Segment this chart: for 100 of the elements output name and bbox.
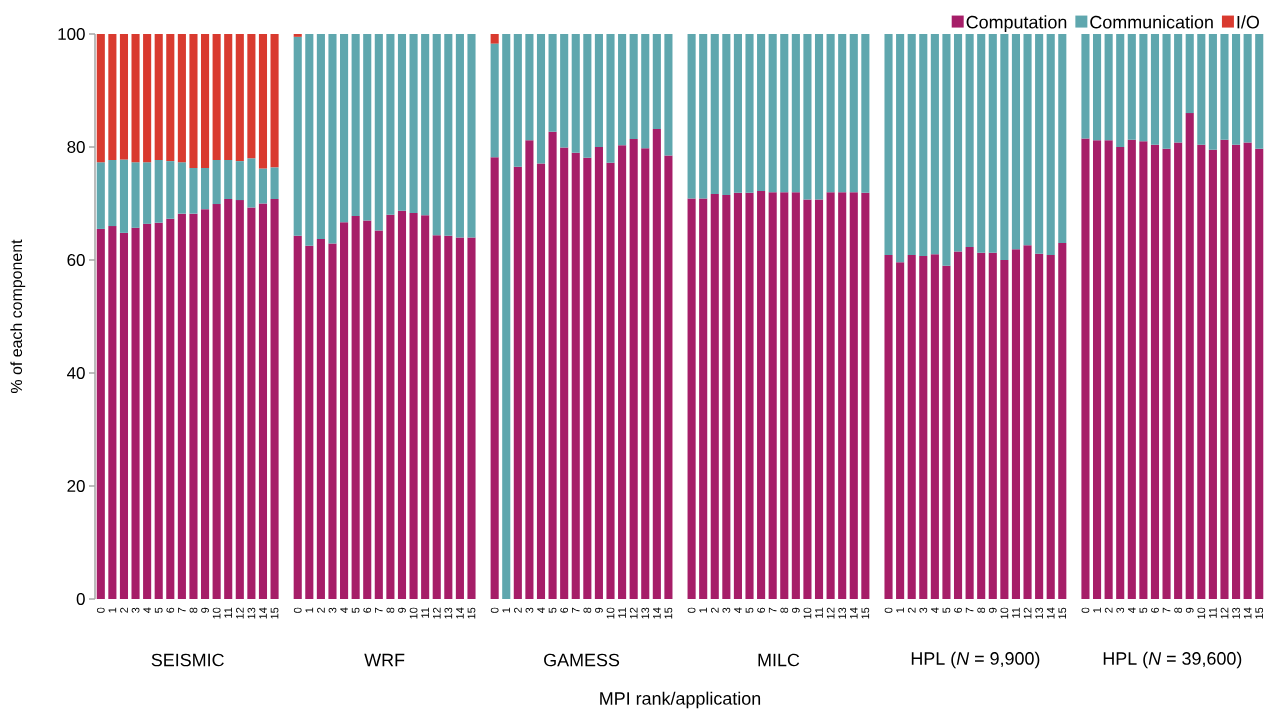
bar [988,252,997,599]
y-axis-title: % of each component [10,239,26,394]
x-tick-label: 0 [1081,607,1090,613]
bar [780,192,789,599]
bar [733,192,742,599]
bar [768,192,777,599]
x-tick-label: 7 [178,607,186,613]
bar [965,34,974,247]
x-tick-label: 0 [687,607,696,613]
bar [1243,142,1252,599]
x-tick-label: 10 [1197,607,1206,619]
x-tick-label: 1 [502,607,511,613]
x-tick-label: 6 [363,607,372,613]
bar [224,34,233,160]
bar [386,214,395,599]
bar [201,167,210,210]
x-tick-label: 14 [456,607,464,619]
x-tick-label: 14 [653,607,661,619]
bar [189,34,198,168]
bar [814,34,824,200]
x-tick-label: 9 [791,607,800,613]
bar [1208,149,1217,599]
bar [201,209,210,599]
bar [699,198,708,599]
bar [293,36,302,236]
x-tick-label: 2 [907,607,916,613]
x-tick-label: 2 [120,607,128,613]
bar [270,198,279,599]
x-tick-label: 9 [1185,607,1194,613]
bar [96,34,105,163]
bar [1035,253,1044,599]
bar [803,34,812,200]
bar [351,215,360,599]
bar [838,192,847,599]
bar [108,159,117,227]
y-tick-label: 20 [67,480,85,492]
bar [1197,144,1206,599]
text: HPL (N = 9,900) [911,651,1040,669]
y-tick-label: 40 [67,367,85,379]
x-tick-label: 13 [1232,607,1240,619]
x-tick-label: 0 [884,607,893,613]
bar [930,34,939,255]
bar [351,34,360,216]
bar [861,34,870,193]
x-tick-label: 3 [328,607,337,613]
x-tick-label: 5 [548,607,557,613]
x-tick-label: 5 [942,607,951,613]
bar [1220,34,1229,140]
bar [1116,147,1125,599]
x-tick-label: 0 [293,607,302,613]
bar [1243,34,1252,143]
bar [108,226,117,599]
bar [1139,34,1148,142]
x-tick-label: 13 [641,607,650,619]
x-tick-label: 11 [1209,607,1217,618]
bar [1162,34,1171,149]
bar [1255,34,1264,149]
bar [803,199,812,599]
x-tick-label: 12 [235,607,244,619]
bar [1081,138,1090,599]
bar [513,34,522,167]
bar [1104,34,1113,141]
bar [154,222,163,599]
bar [930,254,939,599]
bar [606,162,615,599]
text: MILC [758,653,800,667]
bar [733,34,742,193]
bar [316,239,325,599]
bar [791,192,800,599]
bar [1000,260,1009,599]
bar [826,192,835,599]
bar [594,34,603,147]
bar [629,139,638,599]
bar [340,222,349,599]
bar [629,34,638,140]
bar [235,34,244,162]
bar [953,34,963,252]
bar [699,34,708,199]
bar [1139,141,1148,599]
bar [525,140,534,599]
bar [618,145,627,599]
legend-label: Communication [1090,15,1213,29]
x-tick-label: 4 [340,607,348,614]
x-tick-label: 13 [247,607,256,619]
bar [652,128,661,599]
bar [1208,34,1217,150]
x-tick-label: 1 [305,607,314,613]
x-tick-label: 3 [1116,607,1125,613]
x-tick-label: 1 [1093,607,1101,613]
bar [409,213,418,599]
x-tick-label: 15 [1255,607,1264,619]
x-tick-label: 13 [1035,607,1044,619]
bar [1023,245,1032,599]
x-tick-label: 15 [1058,607,1067,619]
bar [177,34,186,163]
bar [583,157,592,599]
x-tick-label: 4 [931,607,939,614]
bar [1255,148,1264,599]
x-tick-label: 14 [850,607,858,619]
x-tick-label: 12 [432,607,441,619]
